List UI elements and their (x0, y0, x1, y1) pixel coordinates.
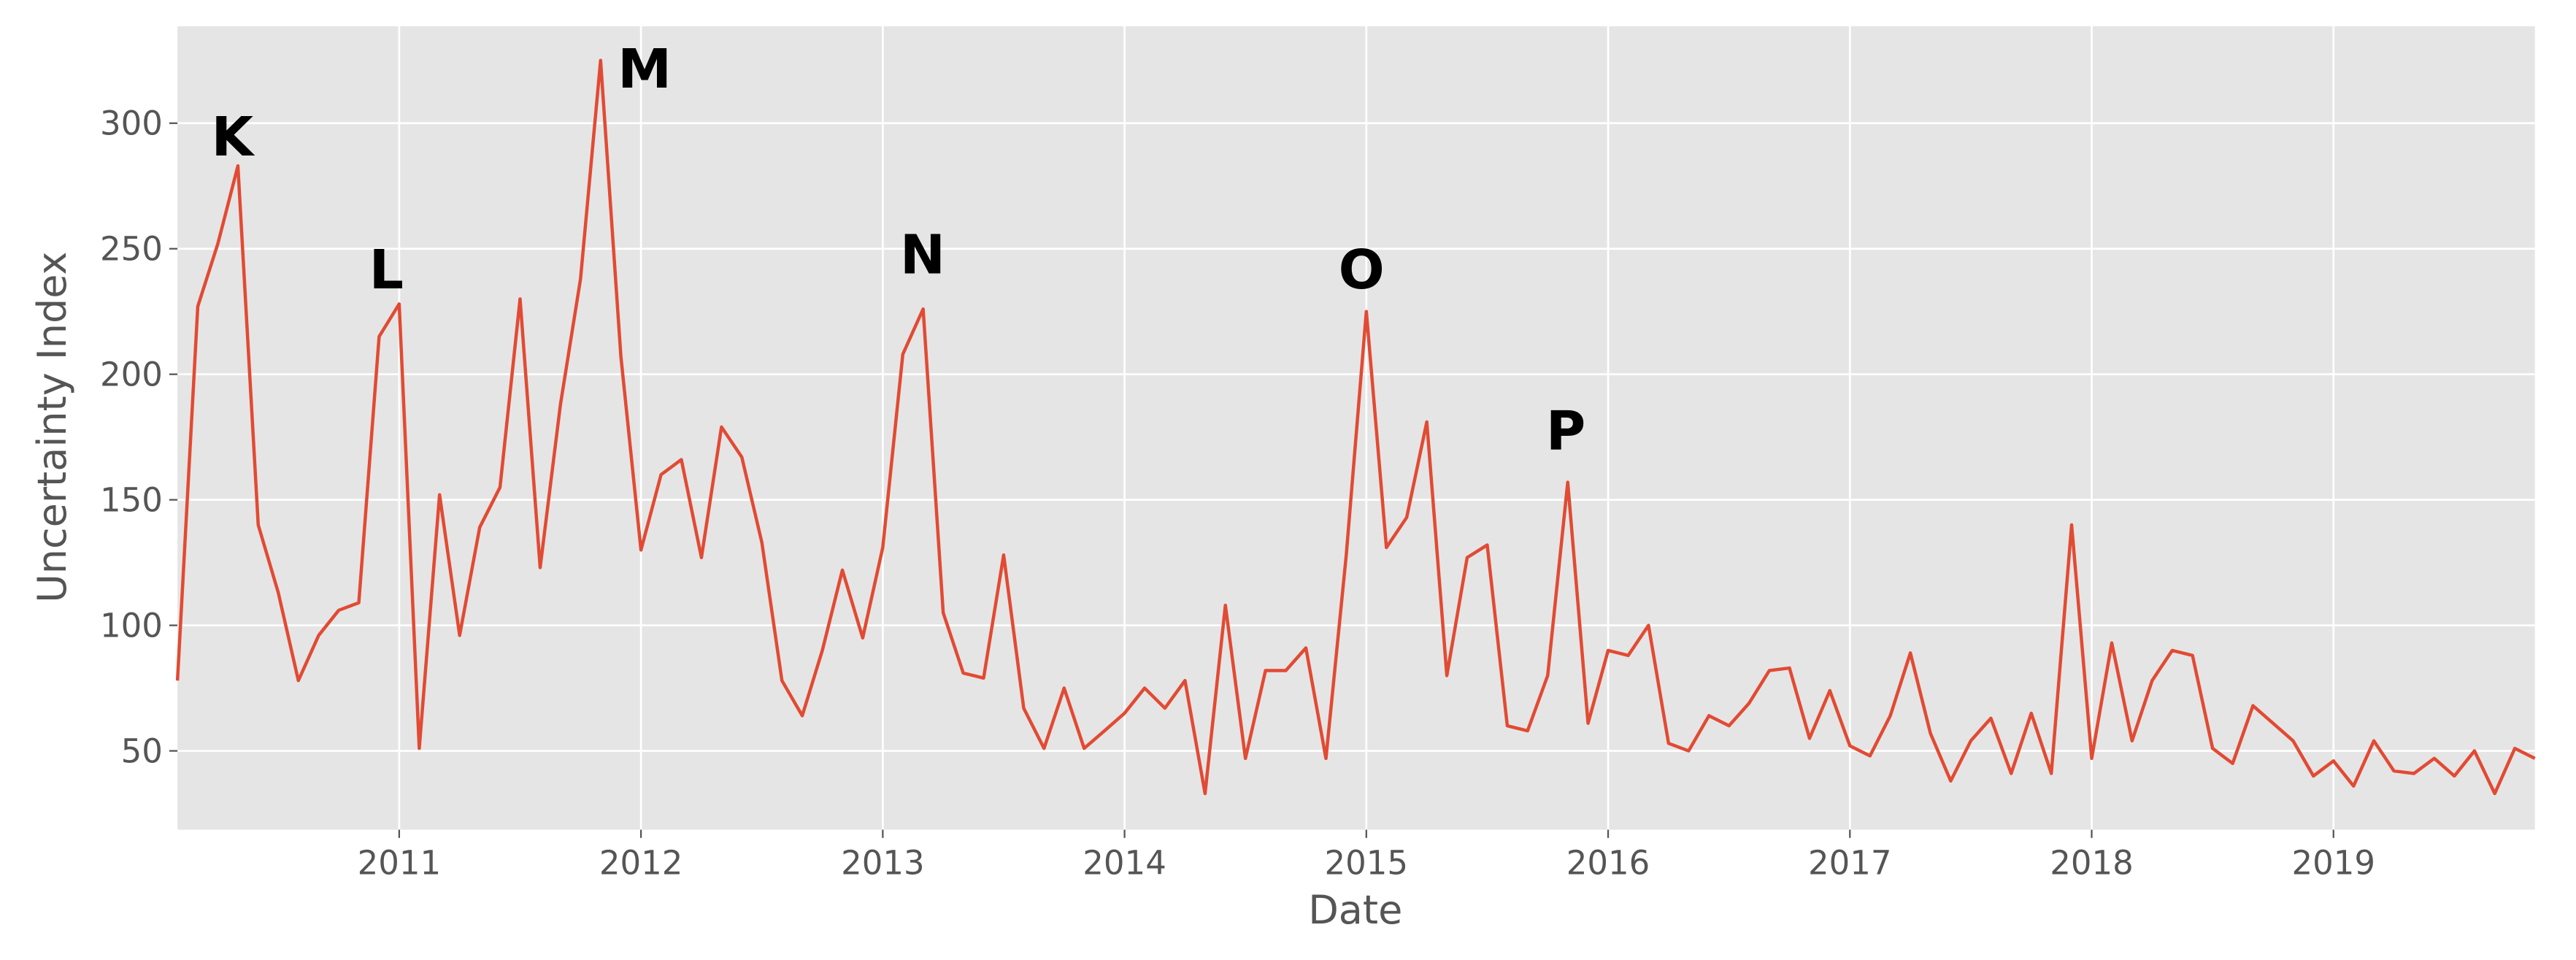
x-tick-label: 2015 (1325, 843, 1409, 882)
y-tick-label: 100 (100, 606, 163, 645)
x-axis-label: Date (1308, 887, 1402, 933)
x-tick-label: 2013 (841, 843, 925, 882)
y-tick-label: 150 (100, 480, 163, 519)
x-tick-label: 2017 (1808, 843, 1892, 882)
annotation: L (369, 238, 404, 302)
y-tick-label: 300 (100, 104, 163, 143)
annotation: N (900, 223, 945, 287)
annotation: M (618, 37, 672, 101)
x-tick-label: 2016 (1566, 843, 1650, 882)
x-tick-label: 2019 (2291, 843, 2375, 882)
y-tick-label: 250 (100, 229, 163, 268)
annotation: P (1546, 399, 1585, 462)
annotation: K (212, 105, 255, 169)
y-tick-label: 50 (121, 731, 163, 770)
y-axis-label: Uncertainty Index (29, 251, 75, 602)
y-tick-label: 200 (100, 355, 163, 393)
annotation: O (1339, 238, 1385, 302)
x-tick-label: 2012 (599, 843, 683, 882)
x-tick-label: 2014 (1083, 843, 1166, 882)
data-line (175, 58, 2536, 796)
x-tick-label: 2018 (2050, 843, 2134, 882)
x-tick-label: 2011 (358, 843, 442, 882)
